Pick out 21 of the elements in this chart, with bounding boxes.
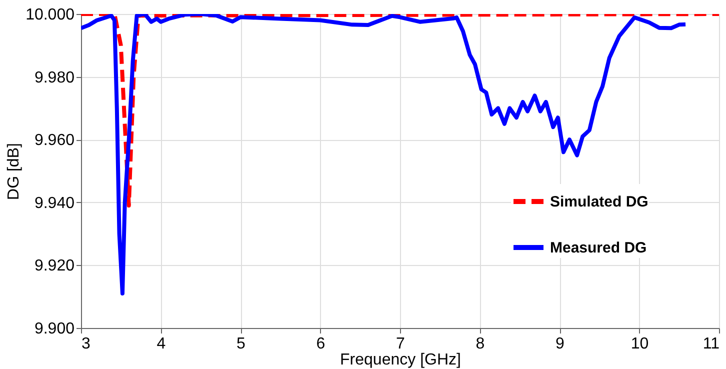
x-tick-label: 3 [82,336,90,352]
x-tick-label: 8 [476,336,485,352]
y-tick-label: 9.900 [34,320,75,338]
x-tick-label: 10 [630,336,649,352]
x-tick-label: 6 [316,336,326,352]
y-tick-label: 9.940 [34,194,75,212]
x-tick-label: 5 [236,336,246,352]
legend-label: Simulated DG [550,194,648,210]
legend-label: Measured DG [550,240,647,256]
x-tick-label: 7 [396,336,406,352]
x-tick-label: 4 [156,336,166,352]
line-series [81,14,719,208]
y-tick-label: 9.920 [34,258,75,275]
y-tick-label: 9.980 [34,69,75,86]
y-axis-title: DG [dB] [6,143,23,200]
x-axis-title: Frequency [GHz] [340,352,461,368]
y-tick-label: 9.960 [34,132,75,150]
line-series [81,14,688,296]
x-tick-label: 9 [556,336,565,352]
x-tick-label: 11 [702,336,720,352]
y-tick-label: 10.000 [26,6,75,24]
